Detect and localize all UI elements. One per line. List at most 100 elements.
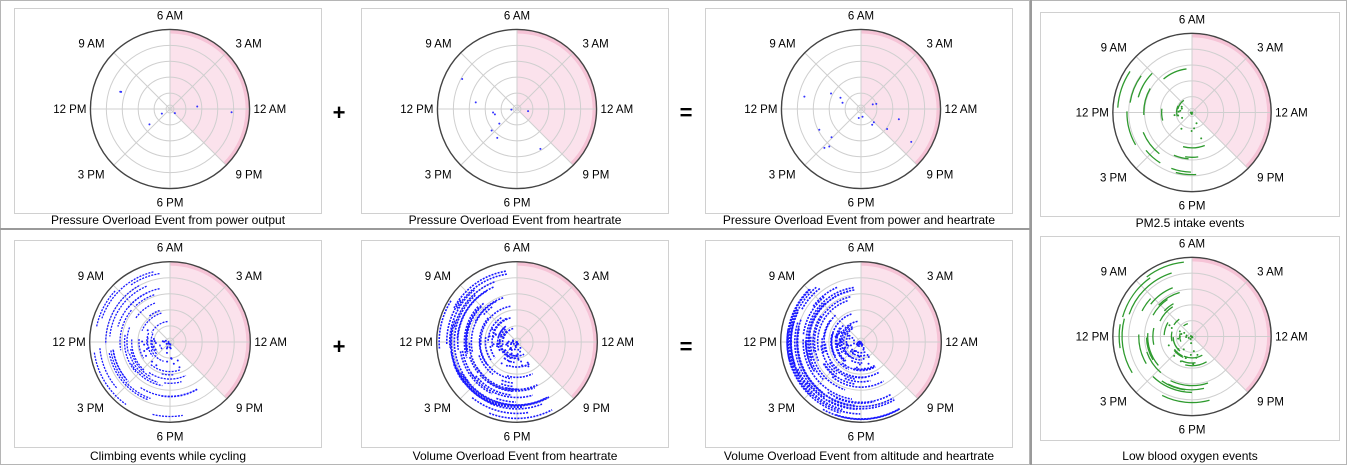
event-arc: [1171, 167, 1191, 173]
event-arc: [487, 380, 536, 392]
event-arc: [449, 324, 494, 405]
angular-tick-label: 3 AM: [583, 271, 609, 283]
event-arc: [1179, 99, 1185, 105]
event-arc: [790, 311, 799, 366]
data-point: [170, 357, 173, 360]
data-point: [461, 78, 464, 81]
polar-svg: 6 AM 3 AM 12 AM 9 PM 6 PM 3 PM 12 PM 9 AM: [1076, 238, 1308, 436]
chart-caption: Volume Overload Event from heartrate: [412, 449, 618, 463]
data-point: [1189, 335, 1192, 338]
event-arc: [845, 334, 850, 349]
data-point: [510, 352, 513, 355]
data-point: [506, 342, 509, 345]
data-point: [515, 341, 518, 344]
angular-tick-label: 12 PM: [400, 104, 433, 116]
event-arc: [1145, 149, 1161, 164]
event-arc: [134, 294, 155, 308]
horizontal-divider: [0, 228, 1030, 230]
chart-caption: Climbing events while cycling: [89, 449, 247, 463]
event-arc: [479, 305, 511, 346]
event-arc: [806, 381, 857, 411]
event-arc: [832, 289, 855, 299]
data-point: [145, 354, 148, 357]
event-arc: [1138, 334, 1147, 365]
data-point: [167, 341, 170, 344]
angular-tick-label: 9 PM: [927, 403, 954, 415]
data-point: [503, 357, 506, 360]
data-point: [524, 364, 527, 367]
event-arc: [484, 337, 492, 361]
event-arc: [141, 312, 162, 332]
data-point: [849, 344, 852, 347]
data-point: [839, 96, 842, 99]
data-point: [519, 346, 522, 349]
event-arc: [112, 349, 129, 382]
data-point: [1196, 353, 1199, 356]
data-point: [517, 348, 520, 351]
data-point: [517, 358, 520, 361]
data-point: [154, 342, 157, 345]
event-arc: [1141, 298, 1152, 312]
vertical-divider: [1030, 0, 1032, 465]
event-arc: [505, 387, 519, 390]
data-point: [1180, 127, 1183, 130]
angular-tick-label: 12 PM: [53, 104, 86, 116]
data-point: [520, 360, 523, 363]
event-arc: [499, 328, 507, 338]
angular-spoke: [1135, 112, 1193, 169]
event-arc: [1161, 394, 1210, 404]
angular-tick-label: 9 AM: [425, 39, 451, 51]
angular-tick-label: 3 AM: [235, 39, 261, 51]
data-point: [1181, 116, 1184, 119]
angular-tick-label: 12 AM: [945, 337, 978, 349]
data-point: [165, 347, 168, 350]
angular-tick-label: 12 AM: [254, 104, 287, 116]
data-point: [500, 344, 503, 347]
event-arc: [119, 309, 132, 351]
event-arc: [164, 381, 182, 384]
polar-chart-pressure-combined: 6 AM 3 AM 12 AM 9 PM 6 PM 3 PM 12 PM 9 AM: [705, 8, 1013, 214]
data-point: [828, 145, 831, 148]
event-arc: [1163, 322, 1169, 336]
event-arc: [824, 343, 868, 379]
data-point: [168, 342, 171, 345]
event-arc: [1170, 380, 1209, 387]
data-point: [498, 122, 501, 125]
data-point: [818, 128, 821, 131]
data-point: [1179, 109, 1182, 112]
data-point: [527, 365, 530, 368]
event-arc: [1152, 298, 1168, 316]
data-point: [527, 110, 530, 113]
angular-spoke: [516, 284, 575, 343]
polar-svg: 6 AM 3 AM 12 AM 9 PM 6 PM 3 PM 12 PM 9 AM: [400, 10, 633, 209]
event-arc: [1182, 144, 1205, 149]
event-arc: [150, 333, 154, 351]
data-point: [1192, 363, 1195, 366]
data-point: [491, 328, 494, 331]
event-arc: [488, 409, 553, 420]
event-arc: [457, 369, 524, 409]
event-arc: [470, 300, 497, 352]
polar-chart-climbing: 6 AM 3 AM 12 AM 9 PM 6 PM 3 PM 12 PM 9 AM: [14, 240, 322, 448]
event-arc: [1159, 306, 1174, 322]
event-arc: [1142, 131, 1160, 155]
angular-spoke: [169, 108, 227, 166]
data-point: [508, 360, 511, 363]
data-point: [165, 342, 168, 345]
data-point: [841, 338, 844, 341]
event-arc: [159, 344, 163, 350]
event-arc: [130, 348, 152, 378]
angular-spoke: [860, 108, 918, 166]
event-arc: [478, 355, 494, 375]
event-arc: [822, 320, 831, 338]
angular-tick-label: 12 AM: [945, 104, 978, 116]
data-point: [852, 342, 855, 345]
event-arc: [787, 288, 812, 397]
event-arc: [1170, 331, 1173, 342]
angular-tick-label: 9 PM: [235, 169, 262, 181]
event-arc: [1158, 291, 1180, 306]
angular-tick-label: 12 PM: [1076, 332, 1109, 344]
data-point: [1190, 113, 1193, 116]
event-arc: [842, 326, 853, 346]
data-point: [858, 355, 861, 358]
